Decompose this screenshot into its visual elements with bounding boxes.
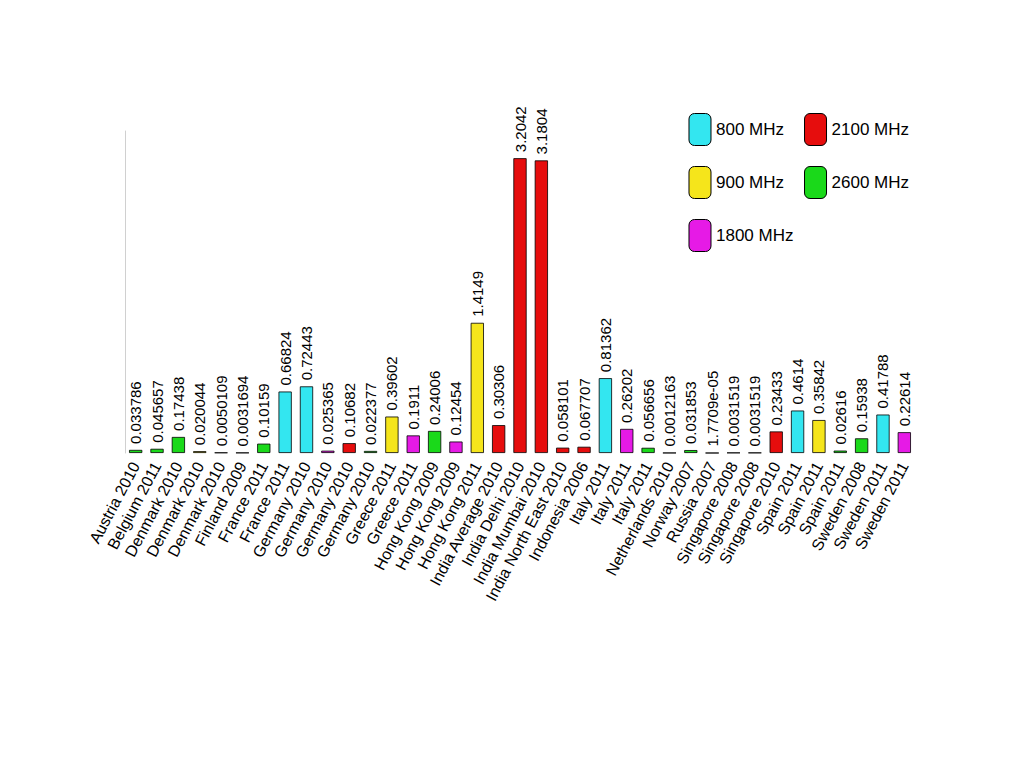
svg-text:0.0050109: 0.0050109 <box>213 375 230 446</box>
svg-text:900 MHz: 900 MHz <box>716 173 784 192</box>
svg-text:1800 MHz: 1800 MHz <box>716 226 793 245</box>
svg-text:0.30306: 0.30306 <box>490 365 507 419</box>
svg-text:Spain 2011: Spain 2011 <box>752 459 806 538</box>
svg-text:Italy 2011: Italy 2011 <box>565 459 613 528</box>
svg-text:Germany 2010: Germany 2010 <box>292 459 357 561</box>
svg-text:0.022377: 0.022377 <box>362 382 379 445</box>
svg-text:0.033786: 0.033786 <box>127 381 144 444</box>
svg-text:0.045657: 0.045657 <box>149 380 166 443</box>
svg-text:Sweden 2008: Sweden 2008 <box>808 459 870 554</box>
svg-text:3.2042: 3.2042 <box>512 106 529 152</box>
svg-text:0.0031519: 0.0031519 <box>725 376 742 447</box>
svg-text:Greece 2011: Greece 2011 <box>341 459 400 548</box>
svg-text:0.10159: 0.10159 <box>255 383 272 437</box>
svg-text:Russia 2007: Russia 2007 <box>663 459 720 546</box>
svg-text:India Mumbai 2010: India Mumbai 2010 <box>470 459 549 588</box>
svg-text:Belgium 2011: Belgium 2011 <box>104 459 165 553</box>
svg-text:India Delhi 2010: India Delhi 2010 <box>458 459 528 569</box>
svg-text:0.17438: 0.17438 <box>170 377 187 431</box>
svg-text:0.39602: 0.39602 <box>383 356 400 410</box>
svg-text:2600 MHz: 2600 MHz <box>832 173 909 192</box>
svg-text:2100 MHz: 2100 MHz <box>832 120 909 139</box>
svg-text:0.23433: 0.23433 <box>768 371 785 425</box>
svg-text:0.15938: 0.15938 <box>853 378 870 432</box>
svg-text:Singapore 2010: Singapore 2010 <box>715 459 784 567</box>
svg-text:0.020044: 0.020044 <box>191 383 208 446</box>
svg-text:Austria 2010: Austria 2010 <box>86 459 144 547</box>
svg-text:0.22614: 0.22614 <box>896 372 913 426</box>
svg-text:Hong Kong 2011: Hong Kong 2011 <box>414 459 485 572</box>
svg-text:800 MHz: 800 MHz <box>716 120 784 139</box>
svg-text:0.4614: 0.4614 <box>789 359 806 405</box>
svg-text:0.067707: 0.067707 <box>576 378 593 441</box>
svg-text:Norway 2007: Norway 2007 <box>639 459 699 551</box>
svg-text:Sweden 2011: Sweden 2011 <box>852 459 912 552</box>
svg-text:1.7709e-05: 1.7709e-05 <box>704 371 721 447</box>
svg-text:0.02616: 0.02616 <box>832 390 849 444</box>
svg-text:Spain 2011: Spain 2011 <box>795 459 848 538</box>
svg-text:0.0012163: 0.0012163 <box>661 376 678 447</box>
svg-text:India North East 2010: India North East 2010 <box>482 459 571 604</box>
svg-text:0.056656: 0.056656 <box>640 379 657 442</box>
svg-text:France 2011: France 2011 <box>214 459 272 546</box>
svg-text:0.81362: 0.81362 <box>597 318 614 372</box>
svg-text:Denmark 2010: Denmark 2010 <box>164 459 229 560</box>
svg-text:0.35842: 0.35842 <box>810 360 827 414</box>
svg-text:0.031853: 0.031853 <box>682 381 699 444</box>
svg-text:Indonesia 2006: Indonesia 2006 <box>525 459 592 564</box>
svg-text:0.66824: 0.66824 <box>277 331 294 385</box>
svg-text:0.12454: 0.12454 <box>447 381 464 435</box>
svg-text:0.025365: 0.025365 <box>319 382 336 445</box>
svg-text:0.24006: 0.24006 <box>426 371 443 425</box>
svg-text:Netherlands 2010: Netherlands 2010 <box>602 459 677 579</box>
svg-text:1.4149: 1.4149 <box>469 271 486 317</box>
svg-text:Singapore 2008: Singapore 2008 <box>673 459 741 567</box>
svg-text:Hong Kong 2009: Hong Kong 2009 <box>370 459 443 573</box>
svg-text:0.058101: 0.058101 <box>554 379 571 442</box>
svg-text:0.10682: 0.10682 <box>341 383 358 437</box>
svg-text:0.41788: 0.41788 <box>874 354 891 408</box>
svg-text:0.0031519: 0.0031519 <box>746 376 763 447</box>
svg-text:Finland 2009: Finland 2009 <box>191 459 250 549</box>
svg-text:0.26202: 0.26202 <box>618 369 635 423</box>
svg-text:Germany 2010: Germany 2010 <box>249 459 314 561</box>
svg-text:0.72443: 0.72443 <box>298 326 315 380</box>
svg-text:Italy 2011: Italy 2011 <box>608 459 656 528</box>
svg-text:0.1911: 0.1911 <box>405 385 422 430</box>
svg-text:3.1804: 3.1804 <box>533 109 550 155</box>
svg-text:Denmark 2010: Denmark 2010 <box>121 459 186 560</box>
svg-text:0.0031694: 0.0031694 <box>234 376 251 447</box>
svg-text:India Average 2010: India Average 2010 <box>426 459 507 589</box>
